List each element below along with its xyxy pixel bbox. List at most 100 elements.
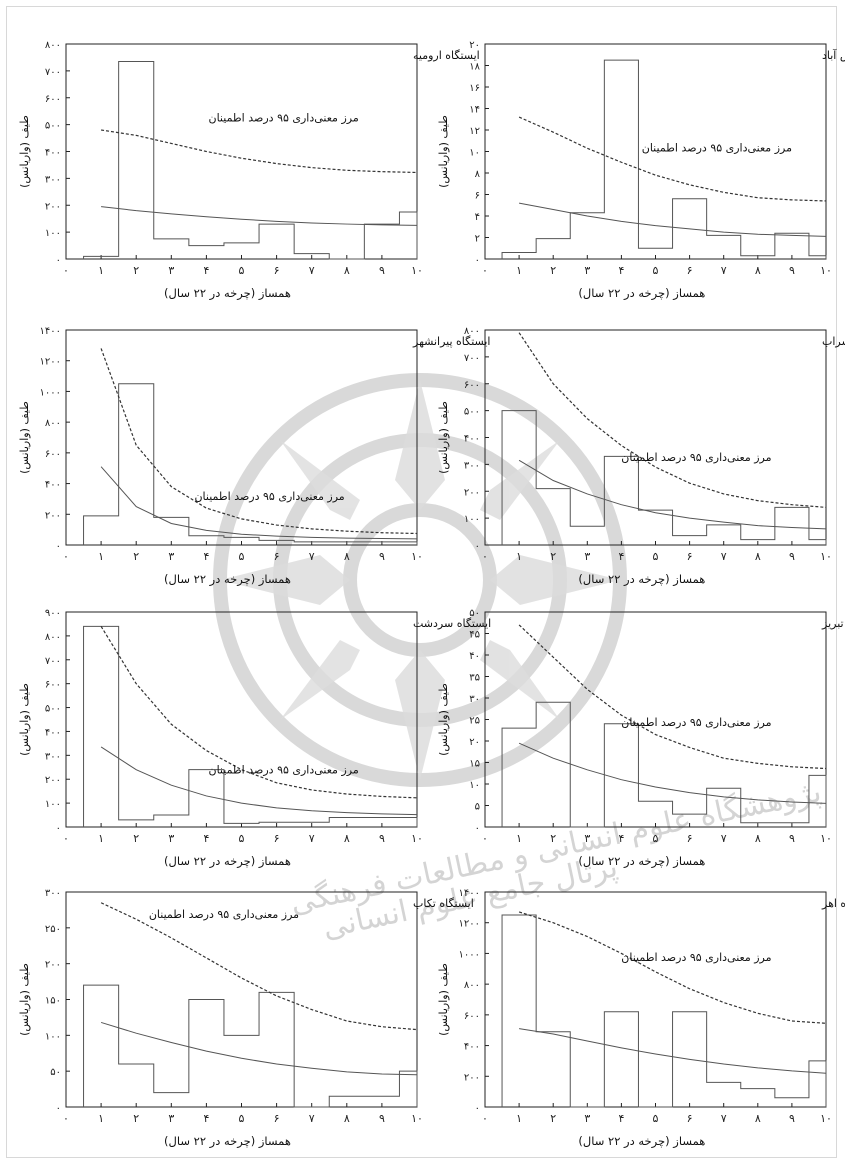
y-tick-label: ۵۰۰ — [45, 121, 61, 132]
y-tick-label: ۴ — [475, 212, 480, 223]
x-tick-label: ۱۰ — [411, 1112, 423, 1125]
y-axis-label: طیف (واریانس) — [437, 963, 450, 1036]
station-title: ایستگاه سردشت — [413, 617, 491, 630]
chart-panel: ۰۱۲۳۴۵۶۷۸۹۱۰۰۲۴۶۸۱۰۱۲۱۴۱۶۱۸۲۰ایستگاه پار… — [437, 40, 845, 301]
x-tick-label: ۰ — [482, 1112, 488, 1125]
y-tick-label: ۰ — [475, 541, 480, 552]
x-tick-label: ۲ — [550, 550, 556, 563]
y-tick-label: ۲۰۰ — [45, 775, 61, 786]
y-tick-label: ۶ — [475, 191, 480, 202]
x-tick-label: ۹ — [379, 550, 385, 563]
y-tick-label: ۱۰۰ — [45, 228, 61, 239]
x-axis-label: همساز (چرخه در ۲۲ سال) — [578, 572, 705, 587]
y-tick-label: ۳۵ — [469, 673, 480, 684]
y-tick-label: ۹۰۰ — [45, 608, 61, 619]
significance-95-curve — [100, 348, 418, 535]
significance-annotation: مرز معنی‌داری ۹۵ درصد اطمینان — [209, 111, 359, 124]
y-tick-label: ۱۰۰۰ — [40, 387, 61, 398]
significance-annotation: مرز معنی‌داری ۹۵ درصد اطمینان — [621, 951, 771, 964]
y-tick-label: ۴۰۰ — [45, 148, 61, 159]
y-tick-label: ۷۰۰ — [45, 67, 61, 78]
y-tick-label: ۱۰ — [469, 148, 480, 159]
y-tick-label: ۲۰۰ — [45, 510, 61, 521]
y-tick-label: ۵۰۰ — [464, 407, 480, 418]
station-title: ایستگاه ارومیه — [413, 49, 480, 62]
y-tick-label: ۲۰۰ — [464, 487, 480, 498]
y-tick-label: ۲۰۰ — [45, 960, 61, 971]
y-tick-label: ۱۶ — [469, 83, 480, 94]
x-tick-label: ۰ — [482, 550, 488, 563]
x-tick-label: ۷ — [721, 550, 727, 563]
y-tick-label: ۱۰۰ — [464, 514, 480, 525]
x-tick-label: ۸ — [344, 832, 350, 845]
x-tick-label: ۴ — [203, 1112, 209, 1125]
x-tick-label: ۱۰ — [820, 1112, 832, 1125]
y-tick-label: ۷۰۰ — [464, 353, 480, 364]
significance-annotation: مرز معنی‌داری ۹۵ درصد اطمینان — [621, 451, 771, 464]
y-tick-label: ۸۰۰ — [45, 418, 61, 429]
x-tick-label: ۰ — [63, 832, 69, 845]
y-tick-label: ۲ — [475, 234, 480, 245]
x-tick-label: ۷ — [309, 1112, 315, 1125]
x-tick-label: ۶ — [687, 832, 693, 845]
y-tick-label: ۳۰۰ — [464, 460, 480, 471]
x-tick-label: ۳ — [584, 832, 590, 845]
y-axis-label: طیف (واریانس) — [18, 401, 31, 474]
y-tick-label: ۸۰۰ — [464, 980, 480, 991]
y-tick-label: ۰ — [475, 823, 480, 834]
significance-annotation: مرز معنی‌داری ۹۵ درصد اطمینان — [149, 908, 299, 921]
y-tick-label: ۳۰۰ — [45, 751, 61, 762]
spectrum-series — [83, 60, 418, 260]
x-tick-label: ۰ — [63, 550, 69, 563]
y-tick-label: ۵ — [475, 802, 480, 813]
y-tick-label: ۴۵ — [469, 630, 480, 641]
y-tick-label: ۴۰۰ — [45, 727, 61, 738]
x-tick-label: ۹ — [379, 832, 385, 845]
y-tick-label: ۱۰۰۰ — [459, 949, 480, 960]
y-tick-label: ۴۰ — [469, 651, 480, 662]
y-tick-label: ۲۰۰ — [464, 1072, 480, 1083]
y-tick-label: ۸۰۰ — [45, 632, 61, 643]
x-tick-label: ۳ — [584, 550, 590, 563]
x-tick-label: ۶ — [274, 264, 280, 277]
station-title: ایستگاه تبریز — [821, 617, 845, 630]
x-tick-label: ۱ — [98, 1112, 104, 1125]
x-tick-label: ۲ — [133, 832, 139, 845]
x-tick-label: ۲ — [133, 1112, 139, 1125]
chart-panel: ۰۱۲۳۴۵۶۷۸۹۱۰۰۱۰۰۲۰۰۳۰۰۴۰۰۵۰۰۶۰۰۷۰۰۸۰۰ایس… — [437, 326, 845, 587]
y-tick-label: ۶۰۰ — [464, 380, 480, 391]
red-noise-curve — [101, 206, 418, 226]
x-tick-label: ۹ — [789, 550, 795, 563]
x-tick-label: ۲ — [550, 832, 556, 845]
x-tick-label: ۷ — [721, 264, 727, 277]
significance-95-curve — [518, 624, 827, 770]
y-tick-label: ۰ — [56, 541, 61, 552]
x-tick-label: ۱۰ — [820, 832, 832, 845]
x-tick-label: ۶ — [687, 264, 693, 277]
x-tick-label: ۵ — [653, 264, 659, 277]
spectrum-series — [501, 410, 827, 545]
x-axis-label: همساز (چرخه در ۲۲ سال) — [164, 572, 291, 587]
red-noise-curve — [100, 466, 418, 540]
station-title: ایستگاه تکاب — [413, 897, 474, 910]
x-tick-label: ۸ — [755, 1112, 761, 1125]
y-tick-label: ۰ — [56, 255, 61, 266]
x-tick-label: ۳ — [168, 832, 174, 845]
y-tick-label: ۳۰۰ — [45, 174, 61, 185]
x-tick-label: ۵ — [653, 832, 659, 845]
spectrum-series — [83, 984, 418, 1108]
y-tick-label: ۱۴۰۰ — [459, 888, 480, 899]
y-tick-label: ۸۰۰ — [464, 326, 480, 337]
x-tick-label: ۵ — [239, 1112, 245, 1125]
x-tick-label: ۴ — [618, 550, 624, 563]
y-tick-label: ۴۰۰ — [45, 480, 61, 491]
y-tick-label: ۳۰ — [469, 694, 480, 705]
x-axis-label: همساز (چرخه در ۲۲ سال) — [578, 1134, 705, 1149]
x-tick-label: ۱ — [98, 832, 104, 845]
y-tick-label: ۱۵۰ — [45, 996, 61, 1007]
x-tick-label: ۵ — [239, 550, 245, 563]
significance-annotation: مرز معنی‌داری ۹۵ درصد اطمینان — [194, 490, 344, 503]
x-axis-label: همساز (چرخه در ۲۲ سال) — [164, 286, 291, 301]
chart-panel: ۰۱۲۳۴۵۶۷۸۹۱۰۰۵۱۰۱۵۲۰۲۵۳۰۳۵۴۰۴۵۵۰ایستگاه … — [437, 608, 845, 869]
